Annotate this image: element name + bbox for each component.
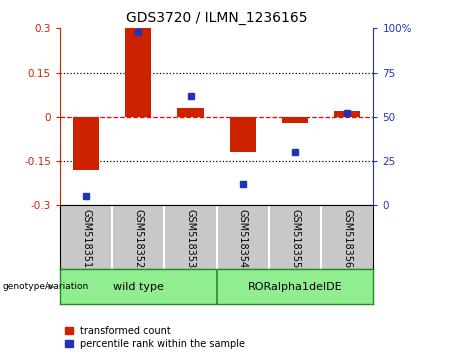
Bar (125, 28, 151, 117)
Text: GSM518356: GSM518356 (342, 209, 352, 268)
Bar (282, 117, 308, 123)
Legend: transformed count, percentile rank within the sample: transformed count, percentile rank withi… (65, 326, 245, 349)
Bar (334, 111, 361, 117)
Title: GDS3720 / ILMN_1236165: GDS3720 / ILMN_1236165 (126, 11, 307, 24)
Bar (73, 117, 99, 170)
Text: genotype/variation: genotype/variation (2, 282, 89, 291)
Text: GSM518354: GSM518354 (238, 209, 248, 268)
Bar (230, 117, 256, 152)
Text: RORalpha1delDE: RORalpha1delDE (248, 282, 343, 292)
Text: GSM518352: GSM518352 (133, 209, 143, 268)
Text: GSM518353: GSM518353 (185, 209, 195, 268)
Text: GSM518355: GSM518355 (290, 209, 300, 268)
Text: wild type: wild type (113, 282, 164, 292)
Bar (177, 108, 204, 117)
Text: GSM518351: GSM518351 (81, 209, 91, 268)
